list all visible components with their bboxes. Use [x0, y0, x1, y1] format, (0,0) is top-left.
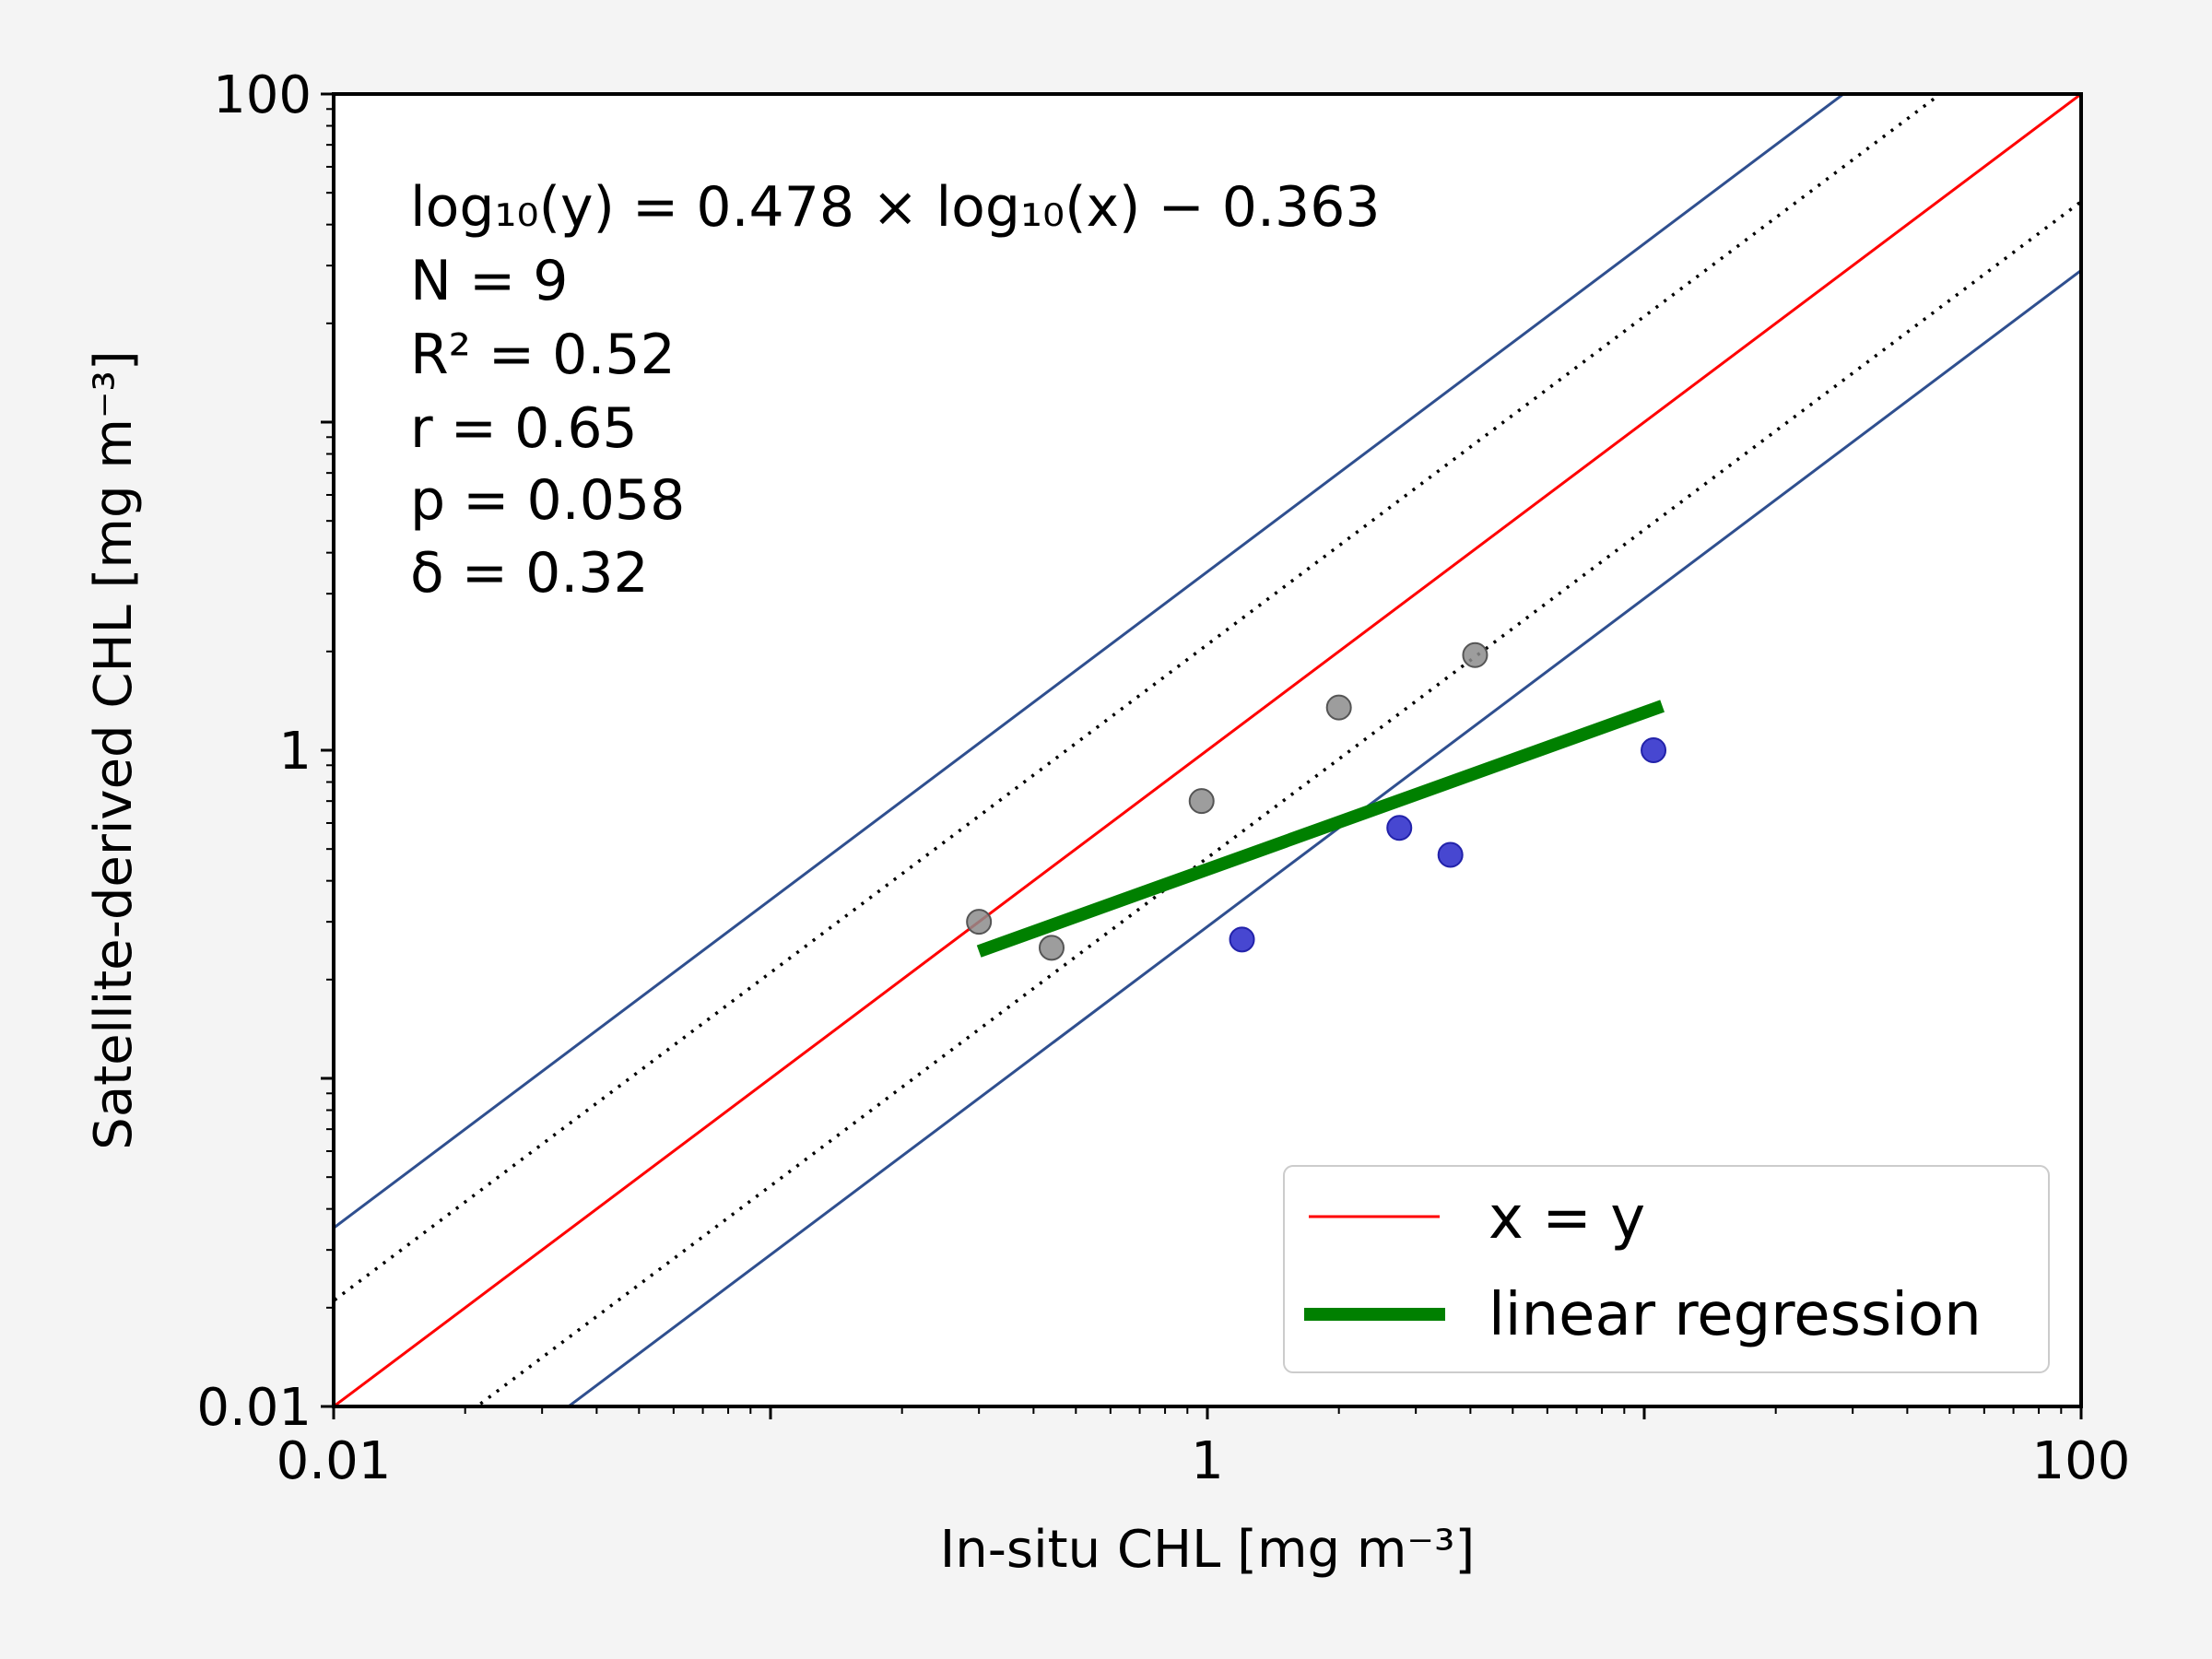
- stats-equation: log₁₀(y) = 0.478 × log₁₀(x) − 0.363: [410, 175, 1381, 240]
- y-tick-label: 100: [213, 65, 312, 125]
- upper-outer-bound-line: [334, 94, 1846, 1230]
- legend-label-one-to-one: x = y: [1488, 1184, 1645, 1253]
- y-tick-label: 0.01: [196, 1378, 312, 1438]
- stats-r-squared: R² = 0.52: [410, 323, 676, 387]
- x-tick-label: 1: [1191, 1431, 1224, 1491]
- x-tick-label: 0.01: [276, 1431, 392, 1491]
- x-axis-title: In-situ CHL [mg m⁻³]: [940, 1520, 1476, 1580]
- legend-box: [1283, 1165, 2050, 1373]
- gray-data-point-2: [1188, 788, 1215, 815]
- stats-delta: δ = 0.32: [410, 541, 649, 606]
- legend-label-regression: linear regression: [1488, 1281, 1982, 1349]
- y-axis-title: Satellite-derived CHL [mg m⁻³]: [84, 350, 144, 1149]
- gray-data-point-1: [1038, 935, 1065, 961]
- blue-data-point-2: [1437, 841, 1464, 868]
- gray-data-point-4: [1462, 641, 1488, 668]
- blue-data-point-3: [1641, 737, 1667, 763]
- regression-line: [976, 700, 1665, 958]
- x-tick-label: 100: [2032, 1431, 2131, 1491]
- stats-annotation: log₁₀(y) = 0.478 × log₁₀(x) − 0.363 N = …: [410, 175, 1381, 606]
- blue-data-point-0: [1229, 926, 1255, 953]
- stats-n: N = 9: [410, 249, 568, 313]
- blue-data-point-1: [1386, 815, 1413, 841]
- gray-data-point-3: [1325, 694, 1352, 721]
- legend: x = y linear regression: [1283, 1165, 2050, 1373]
- data-points-layer: [966, 641, 1667, 961]
- gray-data-point-0: [966, 909, 993, 935]
- stats-p: p = 0.058: [410, 468, 685, 533]
- y-tick-label: 1: [278, 722, 312, 782]
- axis-ticks: 0.01 1 100 0.01 1 100: [196, 65, 2130, 1491]
- stats-r: r = 0.65: [410, 396, 638, 461]
